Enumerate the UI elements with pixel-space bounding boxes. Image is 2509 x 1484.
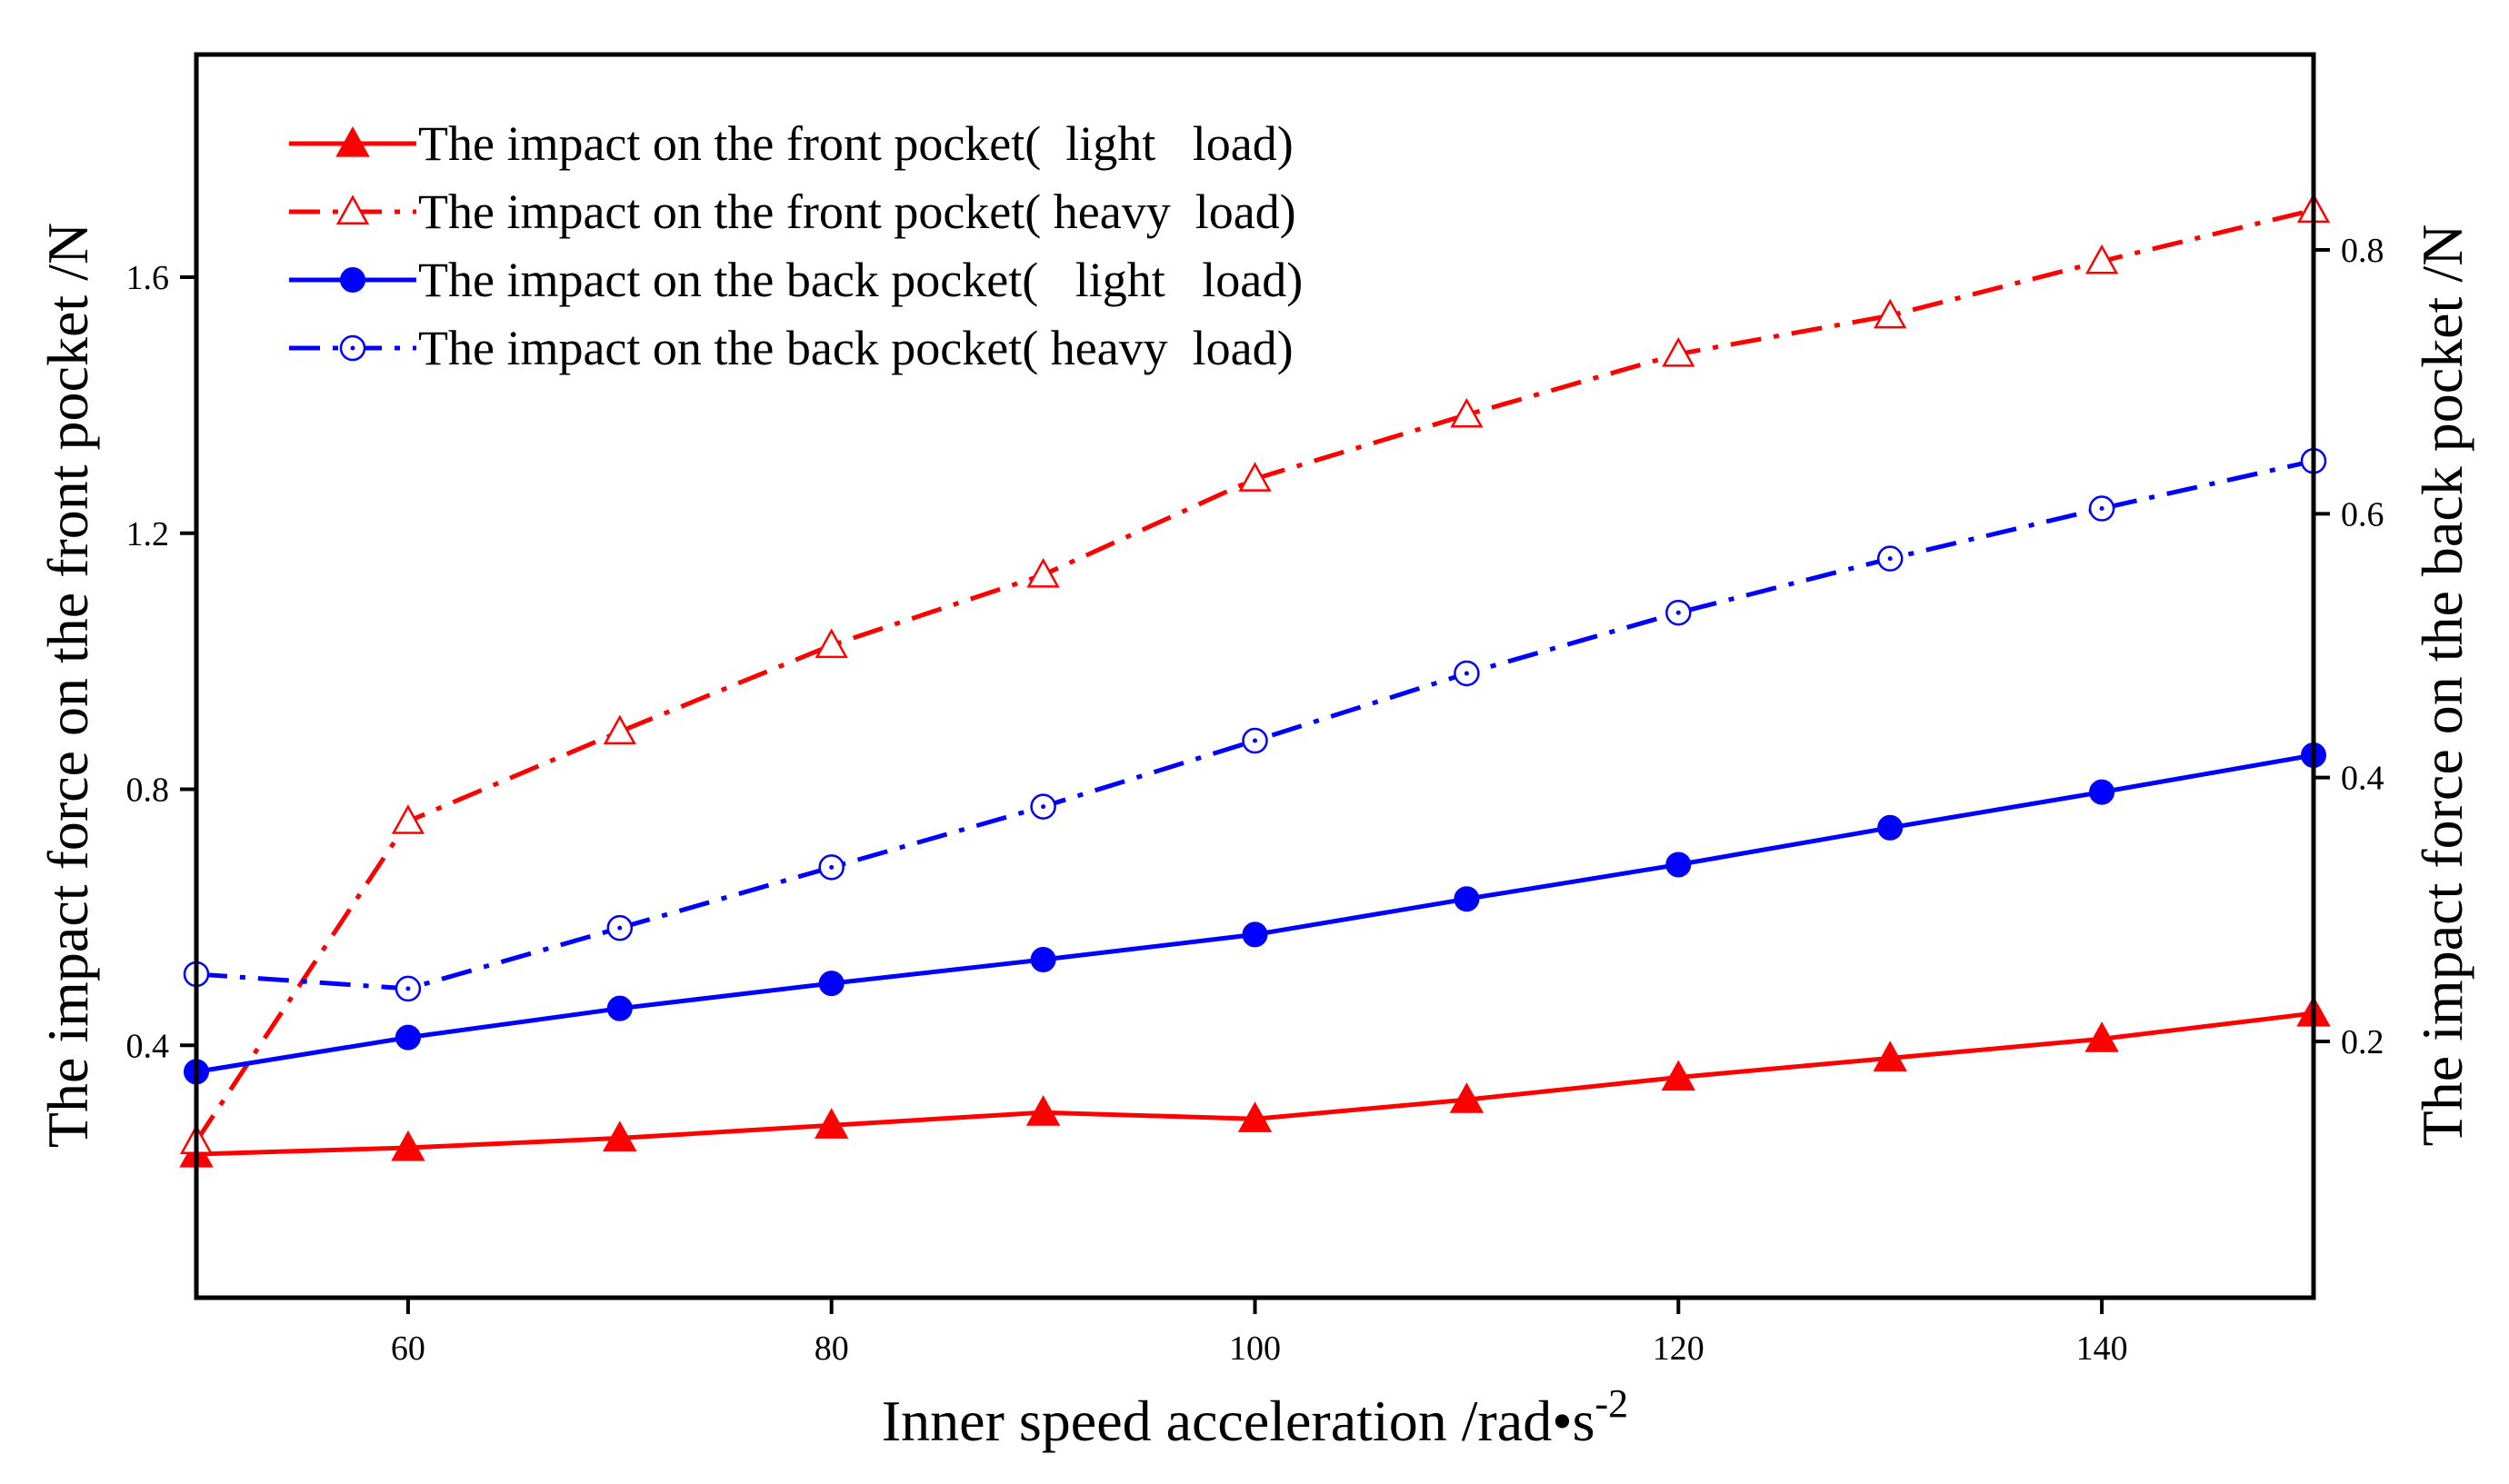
- x-tick-label: 100: [1229, 1330, 1281, 1368]
- y-left-tick-label: 0.4: [126, 1027, 170, 1065]
- series-2-point: [603, 714, 636, 745]
- x-axis-title: Inner speed acceleration /rad•s-2: [882, 1381, 1628, 1453]
- series-2-point: [391, 804, 425, 834]
- series-4-point-dot: [1253, 738, 1257, 743]
- series-1-point: [391, 1130, 425, 1161]
- series-1-point: [1449, 1082, 1484, 1113]
- series-4-point-dot: [405, 986, 411, 991]
- series-4-point-dot: [2099, 506, 2104, 512]
- y-right-tick-label: 0.2: [2341, 1023, 2384, 1061]
- y-left-tick-label: 1.2: [126, 515, 170, 553]
- y-right-axis-title: The impact force on the back pocket /N: [2410, 224, 2474, 1147]
- legend-marker-4-dot: [350, 345, 355, 351]
- series-3-point: [395, 1024, 421, 1051]
- legend-label-3: The impact on the back pocket( light loa…: [418, 253, 1303, 307]
- series-3-point: [1242, 921, 1268, 948]
- y-right-tick-label: 0.6: [2341, 495, 2384, 533]
- series-2-point: [1026, 557, 1060, 588]
- series-1-point: [603, 1120, 637, 1151]
- series-4-point-dot: [1675, 610, 1681, 615]
- series-2-point: [815, 628, 848, 659]
- series-4-point-dot: [1887, 556, 1893, 562]
- series-4-point-dot: [1041, 804, 1046, 810]
- series-4-point-dot: [1464, 671, 1469, 676]
- legend-label-4: The impact on the back pocket( heavy loa…: [418, 321, 1294, 375]
- series-4-point-dot: [617, 925, 623, 931]
- legend-label-1: The impact on the front pocket( light lo…: [418, 116, 1294, 171]
- series-4-point-dot: [829, 864, 835, 870]
- x-tick-label: 80: [815, 1330, 849, 1368]
- series-2-point: [1874, 298, 1907, 329]
- legend: The impact on the front pocket( light lo…: [289, 116, 1303, 375]
- series-1-point: [815, 1108, 849, 1139]
- x-axis-title-main: Inner speed acceleration /rad•s: [882, 1389, 1595, 1453]
- y-right-tick-label: 0.8: [2341, 232, 2384, 270]
- series-1-point: [1237, 1101, 1273, 1132]
- series-2-point: [2084, 244, 2119, 274]
- series-3-point: [1030, 946, 1056, 972]
- series-layer: [179, 193, 2331, 1168]
- series-3-point: [1454, 886, 1480, 912]
- series-3-point: [1665, 852, 1692, 878]
- legend-marker-2: [335, 194, 370, 225]
- series-1-point: [1661, 1060, 1695, 1091]
- series-2-point: [1238, 462, 1272, 492]
- series-3-point: [606, 995, 633, 1021]
- y-right-tick-label: 0.4: [2341, 760, 2384, 798]
- series-1-point: [2084, 1021, 2119, 1052]
- series-2-point: [1662, 336, 1695, 367]
- y-left-axis-title: The impact force on the front pocket /N: [35, 223, 100, 1148]
- legend-marker-1: [335, 125, 370, 157]
- legend-label-2: The impact on the front pocket( heavy lo…: [418, 184, 1296, 239]
- x-tick-label: 140: [2076, 1330, 2128, 1368]
- series-1-point: [1873, 1041, 1907, 1071]
- x-tick-label: 120: [1653, 1330, 1704, 1368]
- series-3: [184, 742, 2326, 1085]
- series-3-point: [2089, 779, 2115, 805]
- series-1-point: [1025, 1095, 1061, 1126]
- series-3-point: [1877, 814, 1904, 841]
- y-left-tick-label: 0.8: [126, 772, 170, 810]
- series-2-point: [1450, 397, 1484, 428]
- legend-marker-3: [340, 267, 365, 293]
- y-left-tick-label: 1.6: [126, 259, 170, 297]
- ticks-layer: 60 80 100 120 140 0.4 0.8 1.2 1.6 0.2 0.4 0.6 0.8: [126, 232, 2384, 1368]
- series-3-point: [818, 971, 845, 997]
- x-axis-title-superscript: -2: [1595, 1381, 1629, 1426]
- x-tick-label: 60: [391, 1330, 425, 1368]
